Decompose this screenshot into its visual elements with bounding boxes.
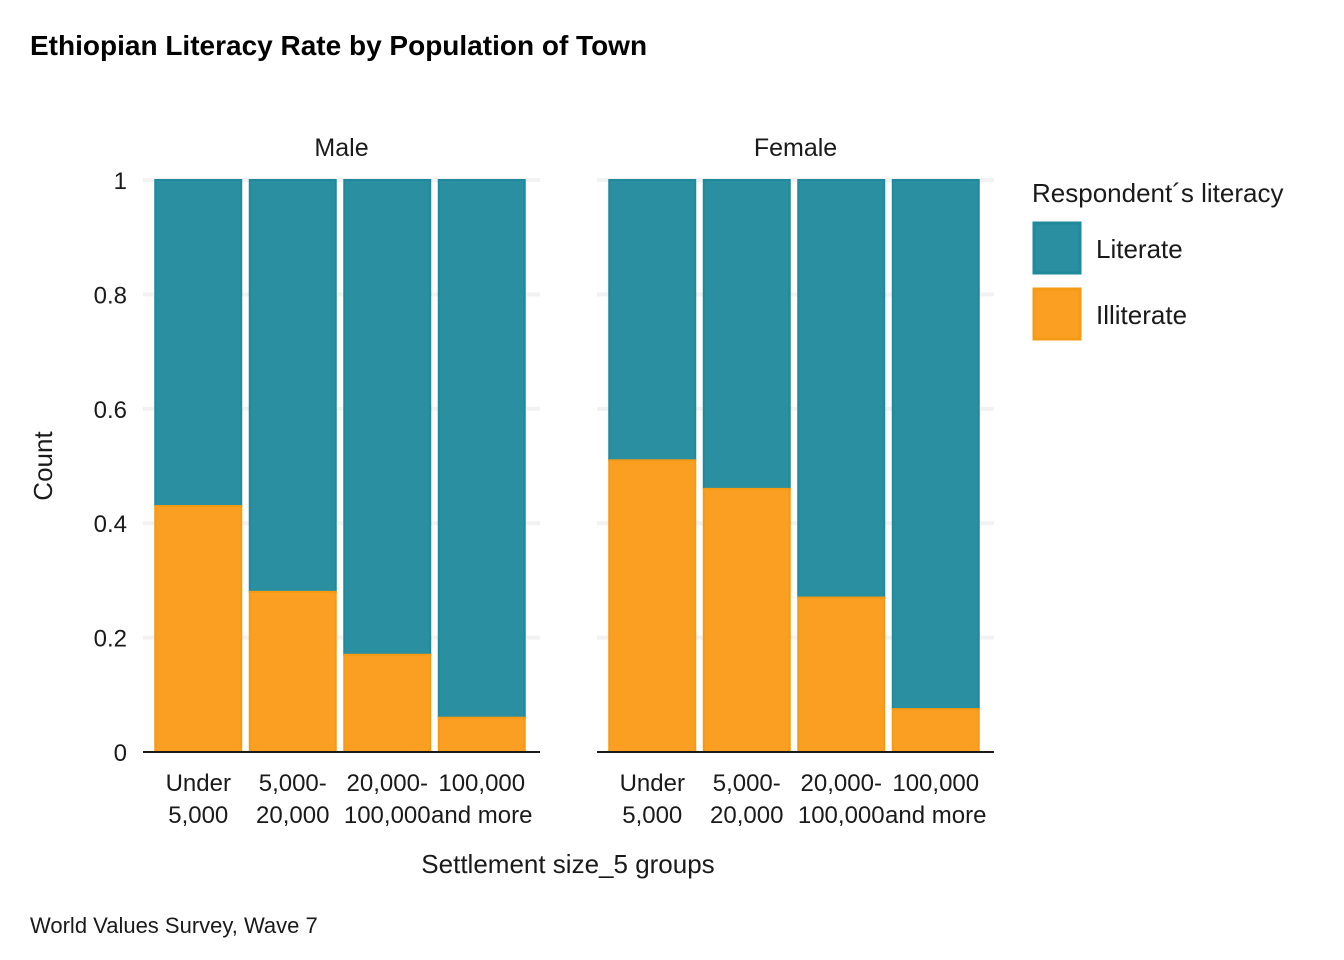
bar-literate — [437, 179, 526, 719]
facet-panel-male: Male Under 5,000 5,000-20,000 20,000-100,000… — [94, 134, 540, 829]
legend-label: Illiterate — [1096, 300, 1187, 330]
x-tick-label: 20,000-100,000 — [344, 770, 431, 829]
bar-literate — [248, 179, 337, 593]
y-tick-label: 0.4 — [94, 511, 127, 538]
y-tick-label: 0.2 — [94, 626, 127, 653]
bar-illiterate — [797, 596, 886, 753]
x-axis-title: Settlement size_5 groups — [421, 849, 714, 879]
bar-literate — [608, 179, 697, 462]
bar-illiterate — [891, 708, 980, 753]
x-tick-label: 100,000 and more — [431, 770, 532, 829]
legend-item-literate: Literate — [1032, 221, 1183, 275]
legend-swatch — [1032, 287, 1082, 341]
x-tick-label: Under 5,000 — [620, 770, 685, 829]
x-tick-label: 100,000 and more — [885, 770, 986, 829]
y-tick-label: 1 — [114, 168, 127, 195]
x-tick-label: 5,000-20,000 — [710, 770, 783, 829]
y-tick-label: 0.6 — [94, 397, 127, 424]
chart-caption: World Values Survey, Wave 7 — [30, 913, 318, 938]
legend-swatch — [1032, 221, 1082, 275]
x-tick-label: 20,000-100,000 — [798, 770, 885, 829]
y-tick-label: 0.8 — [94, 282, 127, 309]
x-tick-label: Under 5,000 — [166, 770, 231, 829]
bar-literate — [702, 179, 791, 490]
bar-illiterate — [154, 505, 243, 754]
bar-illiterate — [702, 487, 791, 753]
y-tick-label: 0 — [114, 740, 127, 767]
legend-label: Literate — [1096, 234, 1183, 264]
bar-literate — [797, 179, 886, 599]
x-tick-label: 5,000-20,000 — [256, 770, 329, 829]
y-axis-title: Count — [28, 431, 58, 501]
facet-label: Male — [314, 134, 368, 162]
bar-literate — [343, 179, 432, 656]
legend-title: Respondent´s literacy — [1032, 178, 1283, 208]
bar-illiterate — [437, 716, 526, 753]
facet-panels: Male Under 5,000 5,000-20,000 20,000-100,000… — [94, 134, 994, 829]
bar-illiterate — [248, 590, 337, 754]
legend: Respondent´s literacy Literate Illiterate — [1032, 178, 1283, 341]
bar-literate — [891, 179, 980, 711]
facet-label: Female — [754, 134, 837, 162]
legend-item-illiterate: Illiterate — [1032, 287, 1187, 341]
chart-title: Ethiopian Literacy Rate by Population of… — [30, 30, 647, 61]
bar-literate — [154, 179, 243, 508]
bar-illiterate — [608, 459, 697, 753]
bar-illiterate — [343, 653, 432, 754]
facet-panel-female: Female Under 5,000 5,000-20,000 20,000-100,0… — [597, 134, 994, 829]
